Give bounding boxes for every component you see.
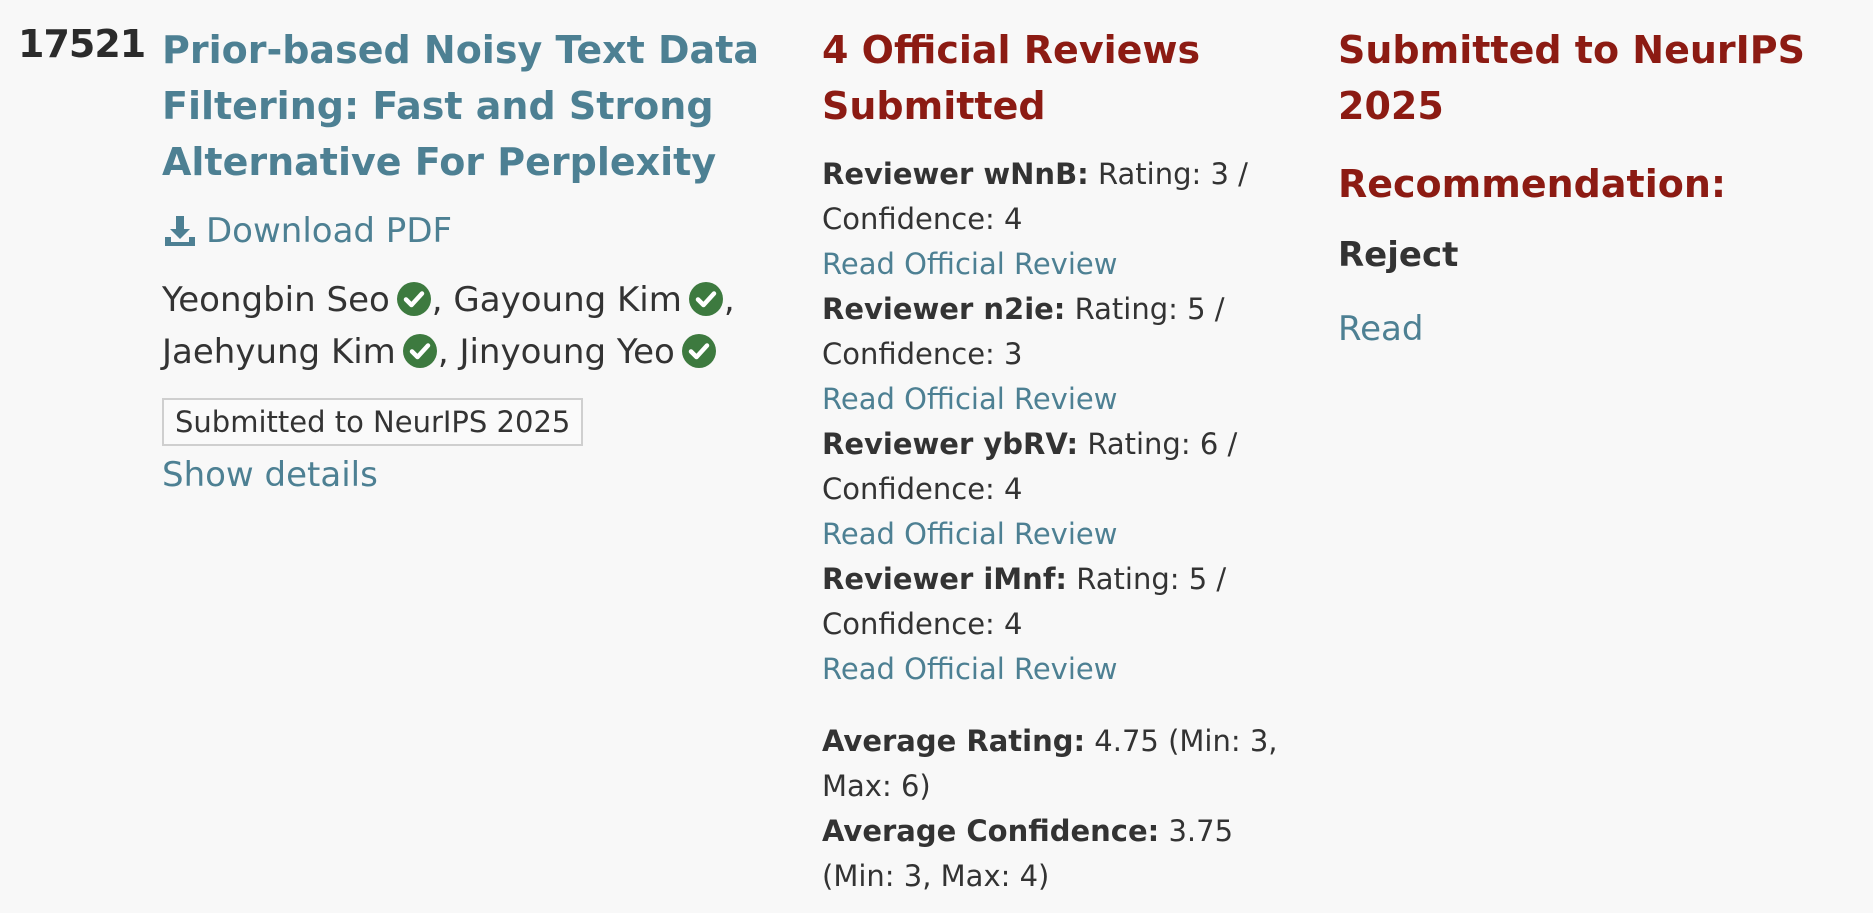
review-item: Reviewer ybRV: Rating: 6 / Confidence: 4… [822, 422, 1292, 557]
review-item: Reviewer n2ie: Rating: 5 / Confidence: 3… [822, 287, 1292, 422]
show-details-link[interactable]: Show details [162, 455, 378, 495]
paper-info-column: Prior-based Noisy Text Data Filtering: F… [162, 22, 762, 498]
read-decision-link[interactable]: Read [1338, 309, 1424, 349]
author-list: Yeongbin Seo, Gayoung Kim, Jaehyung Kim,… [162, 274, 762, 378]
average-confidence: Average Confidence: 3.75 (Min: 3, Max: 4… [822, 809, 1292, 899]
recommendation-label: Recommendation: [1338, 162, 1727, 206]
author-separator: , [437, 332, 449, 372]
paper-number: 17521 [18, 22, 146, 66]
reviews-column: 4 Official Reviews Submitted Reviewer wN… [822, 22, 1292, 899]
download-icon [165, 216, 195, 246]
author-name-link[interactable]: Yeongbin Seo [162, 280, 390, 320]
author-name-link[interactable]: Jinyoung Yeo [459, 332, 675, 372]
paper-title-link[interactable]: Prior-based Noisy Text Data Filtering: F… [162, 22, 762, 190]
author-separator: , [723, 280, 735, 320]
average-rating-label: Average Rating: [822, 724, 1086, 758]
reviewer-name: Reviewer iMnf: [822, 562, 1068, 596]
review-item: Reviewer iMnf: Rating: 5 / Confidence: 4… [822, 557, 1292, 692]
read-official-review-link[interactable]: Read Official Review [822, 382, 1118, 416]
decision-column: Submitted to NeurIPS 2025 Recommendation… [1338, 22, 1858, 354]
reviewer-name: Reviewer wNnB: [822, 157, 1089, 191]
decision-heading: Submitted to NeurIPS 2025 [1338, 28, 1806, 128]
review-summary: Rating: 5 / Confidence: 3 [822, 292, 1225, 371]
read-official-review-link[interactable]: Read Official Review [822, 247, 1118, 281]
author-item: Jinyoung Yeo [459, 332, 716, 372]
author-separator: , [431, 280, 443, 320]
verified-check-icon [688, 282, 723, 316]
author-item: Yeongbin Seo, [162, 280, 443, 320]
author-item: Jaehyung Kim, [162, 332, 449, 372]
read-official-review-link[interactable]: Read Official Review [822, 652, 1118, 686]
read-official-review-link[interactable]: Read Official Review [822, 517, 1118, 551]
verified-check-icon [402, 334, 437, 368]
average-rating-value: 4.75 (Min: 3, Max: 6) [822, 724, 1278, 803]
review-averages: Average Rating: 4.75 (Min: 3, Max: 6) Av… [822, 719, 1292, 899]
reviews-heading: 4 Official Reviews Submitted [822, 28, 1201, 128]
download-pdf-link[interactable]: Download PDF [162, 210, 762, 252]
author-name-link[interactable]: Gayoung Kim [453, 280, 682, 320]
author-item: Gayoung Kim, [453, 280, 734, 320]
download-pdf-label: Download PDF [206, 211, 453, 251]
reviews-list: Reviewer wNnB: Rating: 3 / Confidence: 4… [822, 152, 1292, 692]
paper-title: Prior-based Noisy Text Data Filtering: F… [162, 28, 759, 184]
reviewer-name: Reviewer ybRV: [822, 427, 1079, 461]
review-item: Reviewer wNnB: Rating: 3 / Confidence: 4… [822, 152, 1292, 287]
venue-badge: Submitted to NeurIPS 2025 [162, 398, 584, 446]
verified-check-icon [681, 334, 716, 368]
reviewer-name: Reviewer n2ie: [822, 292, 1066, 326]
review-summary: Rating: 3 / Confidence: 4 [822, 157, 1248, 236]
average-confidence-value: 3.75 (Min: 3, Max: 4) [822, 814, 1234, 893]
recommendation-value: Reject [1338, 235, 1459, 275]
review-summary: Rating: 5 / Confidence: 4 [822, 562, 1227, 641]
review-summary: Rating: 6 / Confidence: 4 [822, 427, 1238, 506]
verified-check-icon [396, 282, 431, 316]
author-name-link[interactable]: Jaehyung Kim [162, 332, 396, 372]
average-rating: Average Rating: 4.75 (Min: 3, Max: 6) [822, 719, 1292, 809]
average-confidence-label: Average Confidence: [822, 814, 1160, 848]
